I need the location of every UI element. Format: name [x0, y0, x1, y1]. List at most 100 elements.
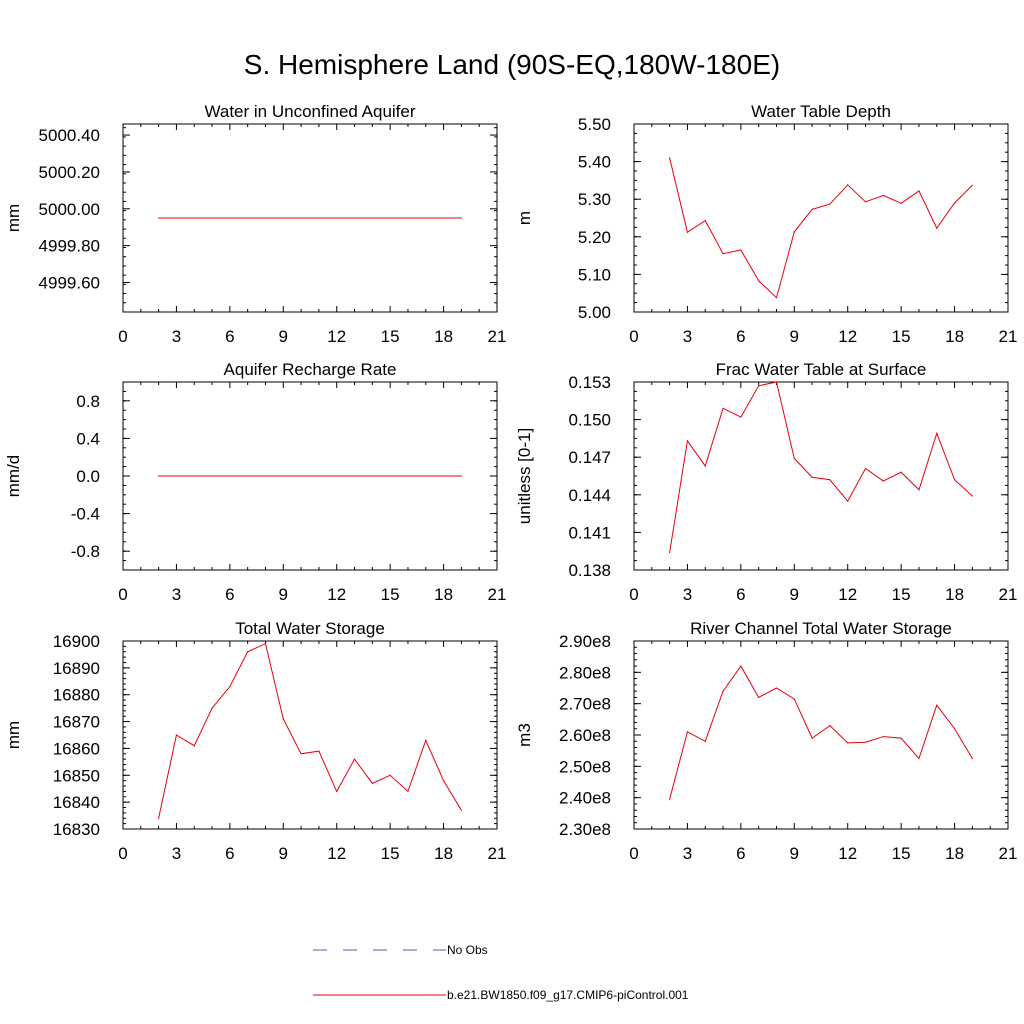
x-tick-label: 6 [225, 327, 234, 346]
data-point [175, 217, 178, 219]
data-point [775, 687, 778, 689]
x-tick-label: 12 [838, 327, 857, 346]
plot-frame [122, 640, 498, 830]
y-tick-label: 4999.80 [39, 237, 100, 256]
panel-title: Water Table Depth [751, 102, 891, 121]
data-point [811, 208, 813, 210]
x-tick-label: 3 [683, 844, 692, 863]
data-point [193, 217, 195, 219]
x-tick-label: 12 [838, 844, 857, 863]
data-point [900, 202, 902, 204]
x-tick-label: 9 [279, 585, 288, 604]
data-point [229, 217, 231, 219]
data-point [407, 217, 409, 219]
y-tick-label: 16840 [53, 793, 100, 812]
y-axis-label: mm [4, 204, 23, 232]
x-tick-label: 6 [736, 844, 745, 863]
panel-title: Frac Water Table at Surface [716, 360, 927, 379]
data-point [300, 217, 302, 219]
data-point [389, 774, 391, 776]
data-point [407, 790, 409, 793]
plot-frame [122, 123, 498, 313]
data-point [371, 217, 373, 219]
y-tick-label: 2.70e8 [559, 695, 611, 714]
x-tick-label: 9 [790, 585, 799, 604]
y-tick-label: 16880 [53, 686, 100, 705]
data-point [158, 475, 160, 477]
data-point [158, 817, 160, 819]
x-tick-label: 6 [225, 585, 234, 604]
series-line [669, 157, 973, 299]
data-point [882, 194, 884, 197]
data-point [793, 698, 795, 700]
y-axis-label: m [515, 211, 534, 225]
data-point [686, 231, 689, 233]
data-point [353, 217, 356, 219]
x-tick-label: 12 [327, 585, 346, 604]
panel-title: River Channel Total Water Storage [690, 619, 952, 638]
data-point [775, 381, 778, 383]
data-point [686, 440, 689, 442]
y-tick-label: 16870 [53, 713, 100, 732]
data-point [740, 665, 742, 667]
y-tick-label: 5000.40 [39, 126, 100, 145]
x-tick-label: 3 [172, 327, 181, 346]
panel-title: Water in Unconfined Aquifer [204, 102, 415, 121]
data-point [264, 217, 267, 219]
data-point [425, 739, 427, 741]
data-point [460, 475, 462, 477]
data-point [193, 475, 195, 477]
x-tick-label: 18 [434, 844, 453, 863]
data-point [847, 742, 849, 744]
y-tick-label: 5.50 [578, 115, 611, 134]
data-point [722, 253, 724, 255]
x-tick-label: 21 [488, 327, 507, 346]
figure-title: S. Hemisphere Land (90S-EQ,180W-180E) [244, 49, 780, 80]
x-tick-label: 3 [172, 844, 181, 863]
data-point [389, 475, 391, 477]
series-line [158, 642, 462, 819]
y-axis-label: mm/d [4, 455, 23, 498]
x-tick-label: 3 [683, 585, 692, 604]
x-tick-label: 0 [118, 585, 127, 604]
x-tick-label: 15 [892, 327, 911, 346]
y-tick-label: 16900 [53, 632, 100, 651]
x-tick-label: 0 [629, 327, 638, 346]
data-point [811, 737, 813, 739]
data-point [758, 385, 760, 387]
x-tick-label: 9 [790, 327, 799, 346]
x-tick-label: 3 [683, 327, 692, 346]
data-point [936, 227, 938, 229]
data-point [353, 758, 356, 760]
x-tick-label: 15 [892, 585, 911, 604]
panel-title: Total Water Storage [235, 619, 385, 638]
data-point [371, 782, 373, 784]
y-tick-label: 5.10 [578, 265, 611, 284]
data-point [900, 471, 902, 473]
data-point [353, 475, 356, 477]
x-tick-label: 0 [629, 844, 638, 863]
x-tick-label: 0 [118, 327, 127, 346]
data-point [918, 757, 920, 760]
x-tick-label: 21 [999, 327, 1018, 346]
data-point [953, 479, 956, 481]
y-axis-label: m3 [515, 723, 534, 747]
data-point [864, 741, 867, 743]
data-point [460, 809, 462, 811]
x-tick-label: 15 [381, 327, 400, 346]
data-point [425, 475, 427, 477]
y-tick-label: 2.80e8 [559, 663, 611, 682]
series-line [669, 665, 973, 800]
data-point [211, 217, 213, 219]
data-point [971, 757, 973, 760]
data-point [811, 476, 813, 478]
y-tick-label: 0.144 [568, 486, 611, 505]
data-point [211, 475, 213, 477]
data-point [175, 734, 178, 736]
data-point [918, 190, 920, 192]
data-point [336, 475, 338, 477]
data-point [300, 475, 302, 477]
data-point [864, 467, 867, 470]
data-point [300, 753, 302, 755]
